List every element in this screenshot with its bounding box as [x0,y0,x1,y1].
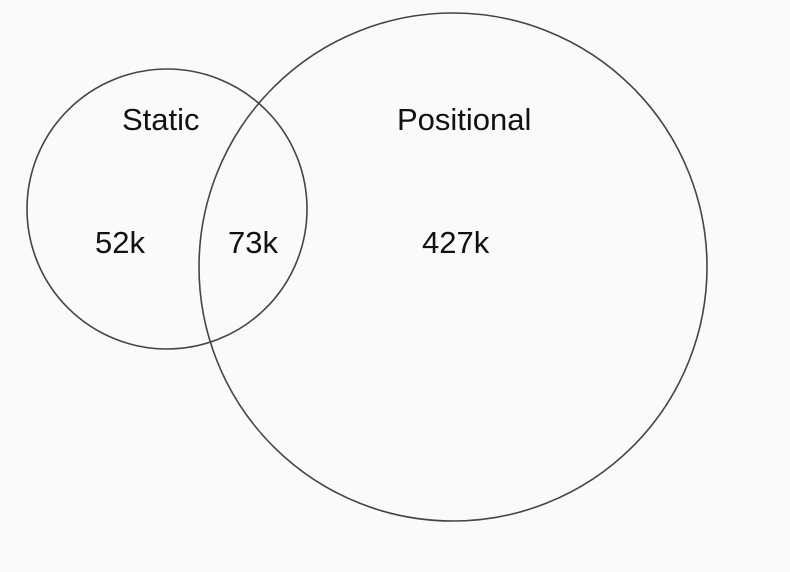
positional-only-count: 427k [422,225,490,260]
static-set-label: Static [122,102,200,137]
positional-set-label: Positional [397,102,532,137]
static-set-circle [26,68,308,350]
static-only-count: 52k [95,225,145,260]
overlap-count: 73k [228,225,278,260]
positional-set-circle [198,12,708,522]
